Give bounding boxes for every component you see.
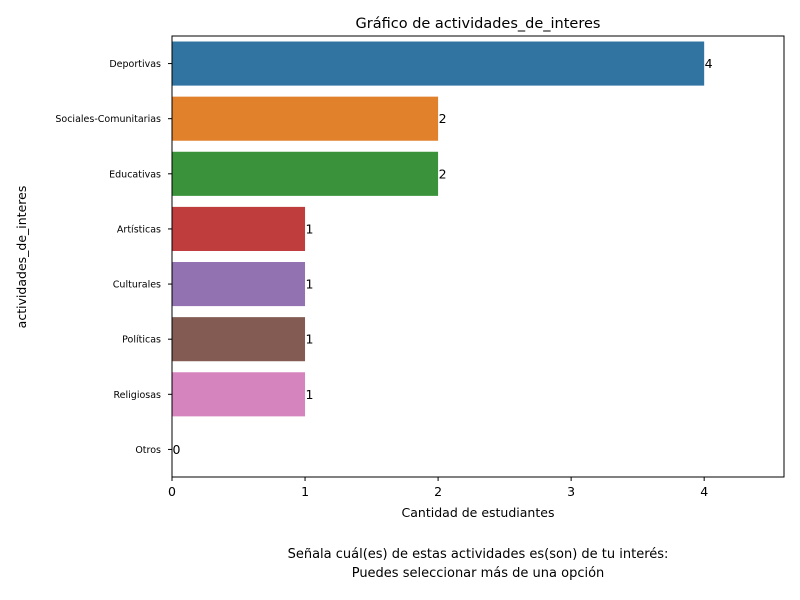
x-tick-label-4: 4 (700, 484, 708, 499)
y-tick-label-4: Culturales (113, 280, 161, 291)
data-label-0: 4 (705, 56, 713, 71)
data-label-2: 2 (439, 166, 447, 181)
y-axis-label: actividades_de_interes (14, 186, 29, 329)
bar-0 (172, 41, 705, 86)
x-tick-label-3: 3 (567, 484, 575, 499)
plot-frame (171, 35, 785, 478)
data-label-6: 1 (306, 387, 314, 402)
y-tick-label-6: Religiosas (114, 390, 162, 401)
x-axis-label: Cantidad de estudiantes (402, 505, 555, 520)
y-tick-label-3: Artísticas (117, 224, 161, 235)
x-tick-label-2: 2 (434, 484, 442, 499)
bar-1 (172, 96, 439, 141)
bar-4 (172, 262, 306, 307)
data-label-1: 2 (439, 111, 447, 126)
y-tick-label-0: Deportivas (109, 59, 161, 70)
bar-6 (172, 372, 306, 417)
caption-line-1: Señala cuál(es) de estas actividades es(… (287, 547, 669, 562)
data-label-5: 1 (306, 332, 314, 347)
y-tick-label-5: Políticas (122, 335, 161, 346)
data-label-3: 1 (306, 221, 314, 236)
x-tick-label-1: 1 (301, 484, 309, 499)
chart-title: Gráfico de actividades_de_interes (356, 16, 601, 32)
y-tick-label-2: Educativas (109, 169, 161, 180)
data-label-7: 0 (173, 442, 181, 457)
bar-5 (172, 317, 306, 362)
y-tick-label-1: Sociales-Comunitarias (55, 114, 161, 125)
bar-3 (172, 206, 306, 251)
y-tick-label-7: Otros (135, 445, 161, 456)
data-label-4: 1 (306, 277, 314, 292)
caption-line-2: Puedes seleccionar más de una opción (351, 566, 605, 581)
x-tick-label-0: 0 (168, 484, 176, 499)
bar-2 (172, 151, 439, 196)
